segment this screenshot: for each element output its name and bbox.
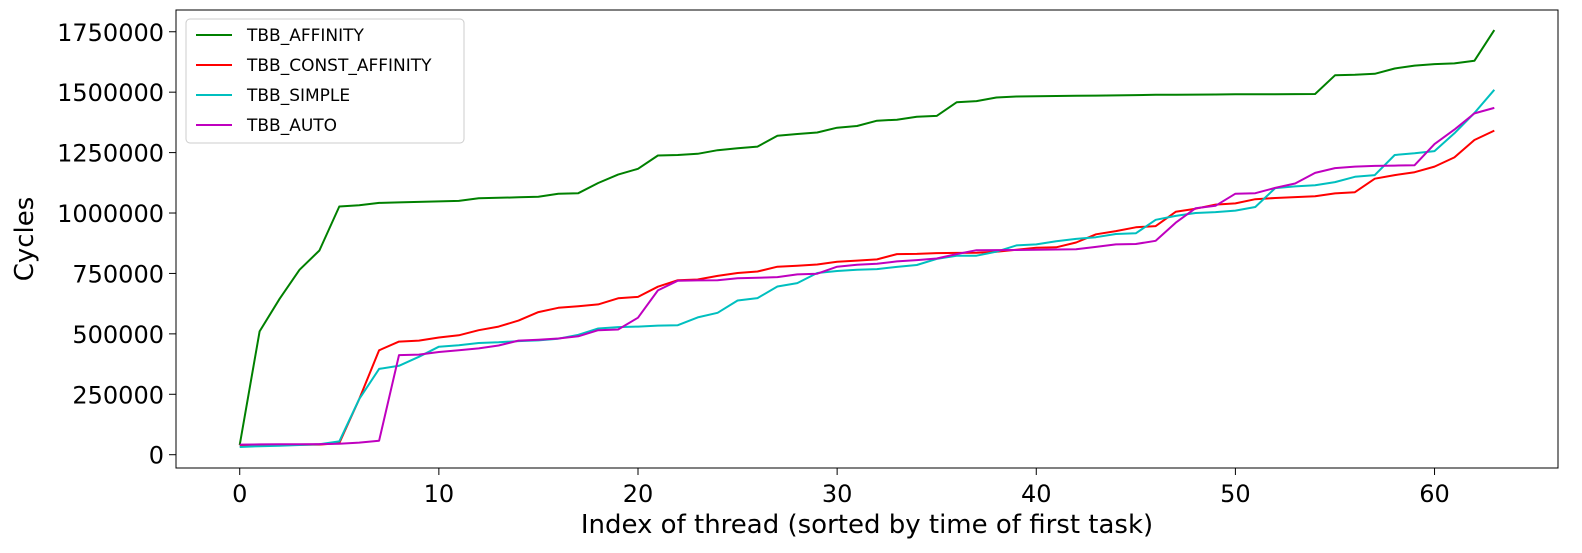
x-axis-ticks: 0 10 20 30 40 50 60 xyxy=(232,468,1450,508)
legend-label: TBB_SIMPLE xyxy=(246,86,350,106)
x-axis-label: Index of thread (sorted by time of first… xyxy=(581,510,1153,540)
series-line-tbb-affinity xyxy=(238,29,1496,446)
y-tick-label: 1250000 xyxy=(57,140,164,168)
legend-label: TBB_CONST_AFFINITY xyxy=(246,56,432,76)
y-tick-label: 250000 xyxy=(72,381,164,409)
legend-label: TBB_AUTO xyxy=(246,116,337,136)
x-tick-label: 20 xyxy=(623,480,654,508)
y-tick-label: 1000000 xyxy=(57,200,164,228)
y-axis-label: Cycles xyxy=(10,197,40,282)
x-tick-label: 0 xyxy=(232,480,247,508)
x-tick-label: 40 xyxy=(1021,480,1052,508)
x-tick-label: 50 xyxy=(1220,480,1251,508)
legend: TBB_AFFINITY TBB_CONST_AFFINITY TBB_SIMPLE… xyxy=(185,18,465,144)
y-tick-label: 750000 xyxy=(72,260,164,288)
x-tick-label: 10 xyxy=(424,480,455,508)
legend-box xyxy=(185,18,465,144)
series-lines xyxy=(238,29,1496,448)
y-axis-ticks: 0 250000 500000 750000 1000000 1250000 1500000… xyxy=(57,19,176,470)
plot-frame xyxy=(175,9,1559,469)
y-tick-label: 500000 xyxy=(72,321,164,349)
legend-label: TBB_AFFINITY xyxy=(246,26,365,46)
y-tick-label: 1750000 xyxy=(57,19,164,47)
x-tick-label: 30 xyxy=(822,480,853,508)
series-line-tbb-const-affinity xyxy=(239,129,1495,447)
series-line-tbb-simple xyxy=(239,89,1496,448)
x-tick-label: 60 xyxy=(1419,480,1450,508)
y-tick-label: 0 xyxy=(149,442,164,470)
series-line-tbb-auto xyxy=(239,106,1495,446)
y-tick-label: 1500000 xyxy=(57,79,164,107)
